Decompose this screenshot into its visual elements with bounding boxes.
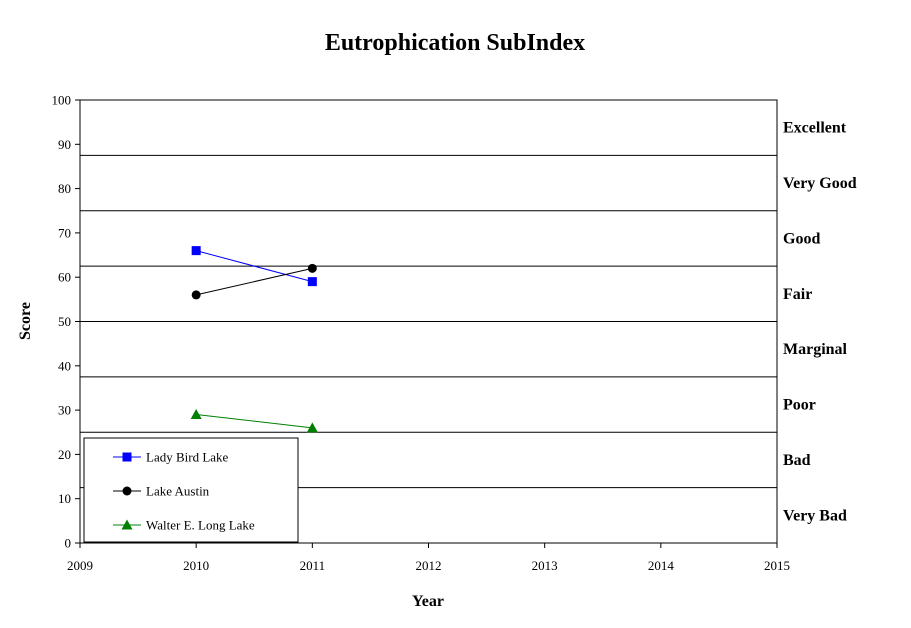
band-label-marginal: Marginal [783, 341, 848, 358]
y-tick-label: 60 [58, 270, 71, 285]
data-point-walter-e-long-lake [306, 422, 318, 433]
band-label-bad: Bad [783, 452, 811, 469]
y-tick-label: 50 [58, 314, 71, 329]
x-tick-label: 2011 [300, 558, 326, 573]
y-tick-label: 70 [58, 225, 71, 240]
series-line-walter-e-long-lake [196, 414, 313, 429]
legend-marker-lady-bird-lake [122, 452, 132, 462]
x-tick-label: 2015 [764, 558, 790, 573]
data-point-walter-e-long-lake [190, 409, 202, 420]
series-lake-austin [191, 263, 317, 300]
series-walter-e-long-lake [190, 409, 318, 433]
y-tick-label: 10 [58, 491, 71, 506]
legend-label-walter-e-long-lake: Walter E. Long Lake [146, 518, 255, 533]
data-point-lake-austin [191, 290, 201, 300]
y-tick-label: 90 [58, 137, 71, 152]
legend-label-lake-austin: Lake Austin [146, 484, 210, 499]
series-lines [190, 246, 318, 433]
legend: Lady Bird Lake Lake Austin Walter E. Long … [83, 437, 299, 543]
legend-marker-lake-austin [122, 486, 132, 496]
band-label-good: Good [783, 230, 820, 247]
x-tick-label: 2009 [67, 558, 93, 573]
band-label-poor: Poor [783, 397, 816, 414]
chart-title: Eutrophication SubIndex [325, 30, 585, 56]
series-line-lake-austin [196, 267, 313, 296]
y-tick-label: 0 [65, 536, 72, 551]
y-tick-label: 20 [58, 447, 71, 462]
x-tick-label: 2014 [648, 558, 675, 573]
data-point-lake-austin [307, 263, 317, 273]
y-tick-label: 100 [52, 93, 72, 108]
y-axis-title: Score [17, 302, 34, 340]
band-label-fair: Fair [783, 286, 812, 303]
band-labels: Excellent Very Good Good Fair Marginal Poor Ba… [783, 120, 857, 525]
band-label-very-bad: Very Bad [783, 507, 847, 524]
x-axis: 2009 2010 2011 2012 2013 2014 2015 [67, 543, 790, 573]
band-label-very-good: Very Good [783, 175, 857, 192]
y-tick-label: 30 [58, 403, 71, 418]
y-tick-label: 40 [58, 358, 71, 373]
y-tick-label: 80 [58, 181, 71, 196]
band-label-excellent: Excellent [783, 120, 847, 137]
legend-marker-walter-e-long-lake [121, 519, 133, 530]
series-lady-bird-lake [191, 246, 317, 287]
series-line-lady-bird-lake [196, 250, 313, 283]
x-tick-label: 2013 [532, 558, 558, 573]
x-tick-label: 2012 [416, 558, 442, 573]
x-tick-label: 2010 [183, 558, 209, 573]
y-axis: 0 10 20 30 40 50 60 70 80 90 100 [52, 93, 80, 551]
data-point-lady-bird-lake [307, 277, 317, 287]
legend-label-lady-bird-lake: Lady Bird Lake [146, 450, 229, 465]
data-point-lady-bird-lake [191, 246, 201, 256]
x-axis-title: Year [412, 593, 444, 610]
